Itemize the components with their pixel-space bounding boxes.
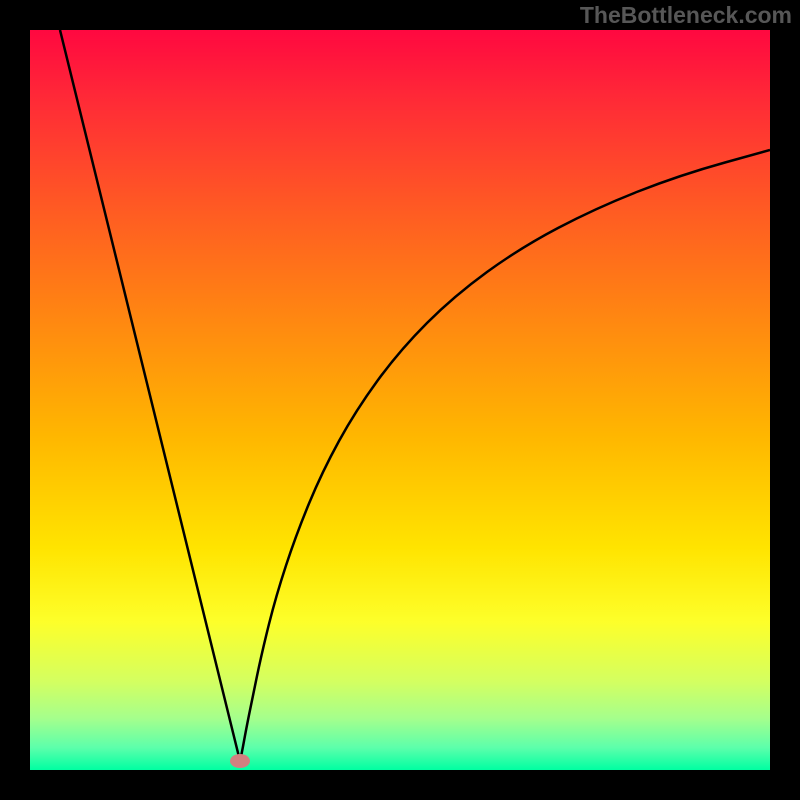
plot-area	[30, 30, 770, 770]
gradient-background	[30, 30, 770, 770]
figure-outer: TheBottleneck.com	[0, 0, 800, 800]
optimum-marker	[230, 754, 250, 768]
watermark-text: TheBottleneck.com	[580, 2, 792, 29]
